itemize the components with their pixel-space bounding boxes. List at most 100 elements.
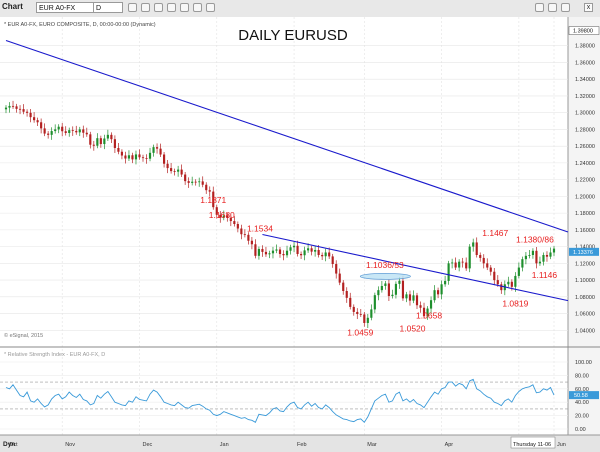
price-tick-label: 1.04000: [575, 328, 595, 334]
symbol-input[interactable]: EUR A0-FX: [36, 2, 100, 13]
candle-body: [64, 131, 67, 133]
candle-body: [8, 105, 11, 108]
candle-body: [282, 253, 285, 256]
candle-body: [268, 253, 271, 255]
refresh-icon[interactable]: [128, 3, 137, 12]
month-label: Jan: [220, 442, 229, 448]
price-tick-label: 1.36000: [575, 60, 595, 66]
candle-body: [314, 249, 317, 252]
axis-dyn-label: Dyn: [3, 441, 15, 448]
month-label: Apr: [445, 442, 454, 448]
candle-body: [545, 254, 549, 257]
bars-icon[interactable]: [206, 3, 215, 12]
window-icon[interactable]: [548, 3, 557, 12]
candle-body: [187, 181, 190, 183]
chart-area[interactable]: 1.1871 1.1680 1.1534 1.1036/53 1.0459 1.0520 1…: [0, 17, 600, 452]
settings-icon[interactable]: [535, 3, 544, 12]
price-tick-label: 1.18000: [575, 211, 595, 217]
candle-body: [384, 283, 387, 286]
candle-body: [4, 107, 8, 110]
candle-body: [405, 294, 408, 299]
rsi-line: [5, 378, 555, 424]
candle-body: [296, 245, 299, 254]
candle-body: [328, 252, 331, 257]
candle-body: [240, 228, 243, 235]
candle-body: [321, 254, 324, 257]
candle-body: [33, 117, 36, 121]
back-icon[interactable]: [141, 3, 150, 12]
candle-body: [152, 147, 155, 153]
candle-body: [370, 309, 373, 318]
candle-body: [433, 290, 436, 301]
price-tick-label: 1.16000: [575, 228, 595, 234]
candle-body: [236, 224, 239, 229]
price-annotation: 1.1680: [209, 210, 235, 220]
candle-body: [131, 155, 134, 160]
candle-body: [415, 295, 419, 306]
candle-body: [201, 181, 204, 185]
candle-body: [205, 184, 208, 191]
candle-body: [162, 154, 166, 164]
candle-body: [264, 251, 268, 255]
interval-input[interactable]: D: [93, 2, 123, 13]
rsi-tick-label: 20.00: [575, 414, 589, 420]
candle-body: [310, 248, 313, 252]
candle-body: [391, 294, 394, 297]
candle-body: [212, 191, 215, 208]
candle-body: [458, 261, 461, 268]
candle-body: [47, 133, 50, 135]
candle-body: [78, 129, 81, 133]
candle-body: [475, 242, 478, 255]
price-annotation: 1.1036/53: [366, 260, 404, 270]
candle-body: [127, 155, 131, 159]
candle-body: [29, 112, 32, 118]
candle-body: [215, 207, 218, 215]
candle-body: [61, 126, 64, 132]
draw-icon[interactable]: [193, 3, 202, 12]
price-tick-label: 1.28000: [575, 127, 595, 133]
candle-body: [243, 234, 246, 236]
candle-body: [155, 147, 159, 149]
month-label: Jun: [557, 442, 566, 448]
candle-body: [408, 294, 412, 301]
candle-body: [120, 151, 124, 156]
candle-body: [36, 120, 39, 123]
candle-body: [247, 234, 250, 241]
candle-body: [426, 308, 429, 317]
candle-body: [496, 280, 499, 285]
price-tick-label: 1.06000: [575, 312, 595, 318]
candle-body: [145, 158, 148, 159]
candle-body: [184, 174, 187, 182]
cursor-icon[interactable]: [180, 3, 189, 12]
price-tick-label: 1.34000: [575, 77, 595, 83]
candle-body: [191, 181, 194, 183]
candle-body: [170, 168, 173, 172]
candle-body: [486, 263, 489, 268]
candle-body: [549, 252, 552, 257]
candle-body: [422, 307, 426, 317]
rsi-header: * Relative Strength Index - EUR A0-FX, D: [4, 352, 105, 358]
close-icon[interactable]: x: [584, 3, 593, 12]
candle-body: [103, 138, 106, 145]
forward-icon[interactable]: [154, 3, 163, 12]
candle-body: [289, 247, 292, 251]
rsi-tick-label: 100.00: [575, 360, 592, 366]
candle-body: [50, 131, 53, 135]
candle-body: [285, 250, 289, 256]
month-label: Mar: [367, 442, 377, 448]
candle-body: [436, 290, 440, 295]
candle-body: [25, 111, 29, 113]
toolbar: Chart EUR A0-FX D x: [0, 0, 600, 18]
candle-body: [15, 106, 18, 109]
grid-icon[interactable]: [561, 3, 570, 12]
price-tick-label: 1.30000: [575, 111, 595, 117]
candle-body: [338, 273, 341, 283]
candle-body: [528, 254, 531, 256]
zoom-icon[interactable]: [167, 3, 176, 12]
candle-body: [359, 314, 362, 315]
candle-body: [447, 263, 450, 281]
candle-body: [510, 281, 513, 287]
candle-body: [482, 257, 485, 264]
price-tick-label: 1.14000: [575, 245, 595, 251]
price-tick-label: 1.20000: [575, 194, 595, 200]
